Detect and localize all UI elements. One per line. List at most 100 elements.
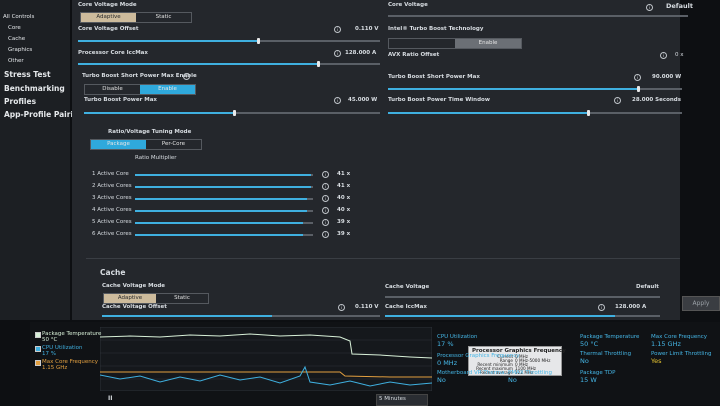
ratio-label: 6 Active Cores xyxy=(92,231,132,237)
info-icon[interactable]: i xyxy=(334,50,341,57)
option[interactable]: Enable xyxy=(455,39,521,48)
nav-item[interactable]: Other xyxy=(8,58,24,64)
option[interactable]: Static xyxy=(155,14,172,20)
legend-value: 50 °C xyxy=(42,337,58,343)
info-icon[interactable]: i xyxy=(660,52,667,59)
settings-panel xyxy=(72,0,680,320)
checkbox[interactable] xyxy=(35,346,41,352)
tooltip-label: Range xyxy=(499,358,513,363)
label: Turbo Boost Power Time Window xyxy=(388,97,490,103)
label: Intel® Turbo Boost Technology xyxy=(388,26,484,32)
slider[interactable] xyxy=(135,234,313,236)
slider[interactable] xyxy=(135,198,313,200)
info-icon[interactable]: i xyxy=(322,231,329,238)
value: 128.000 A xyxy=(615,304,647,310)
stat-label: Package TDP xyxy=(580,370,616,376)
slider[interactable] xyxy=(388,15,688,17)
option[interactable]: Adaptive xyxy=(81,13,136,22)
time-dropdown[interactable]: 5 Minutes xyxy=(376,394,428,406)
slider[interactable] xyxy=(102,315,380,317)
value: 90.000 W xyxy=(652,74,682,80)
tooltip-title: Processor Graphics Frequency xyxy=(472,348,566,354)
stat-value: No xyxy=(580,357,589,365)
value: 0.110 V xyxy=(355,304,379,310)
stat-label: CPU Utilization xyxy=(437,334,478,340)
nav-item[interactable]: Graphics xyxy=(8,47,33,53)
tooltip-label: Recent maximum xyxy=(476,366,513,371)
toggle: Adaptive Static xyxy=(80,12,192,23)
info-icon[interactable]: i xyxy=(322,219,329,226)
ratio-value: 39 x xyxy=(337,219,351,225)
value: 0 x xyxy=(675,52,684,58)
info-icon[interactable]: i xyxy=(338,304,345,311)
checkbox[interactable] xyxy=(35,360,41,366)
tooltip-value: 0 MHz xyxy=(515,354,528,359)
slider[interactable] xyxy=(388,110,682,116)
option[interactable]: Static xyxy=(174,295,190,301)
ratio-value: 40 x xyxy=(337,207,351,213)
label: Ratio Multiplier xyxy=(135,155,177,161)
stat-value: 0 MHz xyxy=(437,359,458,367)
slider[interactable] xyxy=(385,296,660,298)
info-icon[interactable]: i xyxy=(598,304,605,311)
stat-value: No xyxy=(437,376,446,384)
option[interactable]: Enable xyxy=(140,85,195,94)
info-icon[interactable]: i xyxy=(634,74,641,81)
nav-item[interactable]: Core xyxy=(8,25,21,31)
slider[interactable] xyxy=(135,210,313,212)
slider[interactable] xyxy=(78,38,380,44)
toggle: Adaptive Static xyxy=(103,293,209,304)
info-icon[interactable]: i xyxy=(614,97,621,104)
checkbox[interactable] xyxy=(35,332,41,338)
ratio-value: 41 x xyxy=(337,183,351,189)
nav-item[interactable]: Cache xyxy=(8,36,26,42)
slider[interactable] xyxy=(78,61,380,67)
slider[interactable] xyxy=(135,222,313,224)
nav-item[interactable]: App-Profile Pairing xyxy=(4,110,84,119)
info-icon[interactable]: i xyxy=(322,171,329,178)
apply-button[interactable]: Apply xyxy=(682,296,720,311)
value: Default xyxy=(636,284,659,290)
nav-item[interactable]: All Controls xyxy=(3,14,35,20)
slider[interactable] xyxy=(135,174,313,176)
info-icon[interactable]: i xyxy=(334,26,341,33)
option[interactable] xyxy=(389,39,455,48)
label: AVX Ratio Offset xyxy=(388,52,440,58)
ratio-value: 41 x xyxy=(337,171,351,177)
label: Cache Voltage Mode xyxy=(102,283,166,289)
option[interactable]: Package xyxy=(91,140,146,149)
slider-fill xyxy=(135,234,303,236)
stat-label: Power Limit Throttling xyxy=(651,351,712,357)
nav-item[interactable]: Profiles xyxy=(4,97,37,106)
slider[interactable] xyxy=(135,186,313,188)
slider[interactable] xyxy=(84,110,380,116)
info-icon[interactable]: i xyxy=(322,207,329,214)
sidebar: All Controls Core Cache Graphics Other Stress… xyxy=(0,0,84,320)
info-icon[interactable]: i xyxy=(322,195,329,202)
tooltip-value: 122 MHz xyxy=(515,370,534,375)
slider[interactable] xyxy=(388,86,682,92)
ratio-label: 2 Active Cores xyxy=(92,183,132,189)
value: 28.000 Seconds xyxy=(632,97,681,103)
option[interactable]: Per-Core xyxy=(161,141,186,147)
ratio-value: 40 x xyxy=(337,195,351,201)
option[interactable]: Disable xyxy=(102,86,123,92)
slider-fill xyxy=(135,210,307,212)
info-icon[interactable]: i xyxy=(183,73,190,80)
option[interactable]: Adaptive xyxy=(104,294,156,303)
info-icon[interactable]: i xyxy=(646,4,653,11)
pause-button[interactable]: II xyxy=(108,395,113,402)
slider[interactable] xyxy=(385,315,660,317)
ratio-label: 1 Active Core xyxy=(92,171,129,177)
value: Default xyxy=(666,2,693,10)
value: 128.000 A xyxy=(345,50,377,56)
label: Core Voltage Offset xyxy=(78,26,139,32)
nav-item[interactable]: Benchmarking xyxy=(4,84,65,93)
info-icon[interactable]: i xyxy=(322,183,329,190)
nav-item[interactable]: Stress Test xyxy=(4,70,51,79)
label: Turbo Boost Short Power Max xyxy=(388,74,480,80)
legend-label: CPU Utilization xyxy=(42,345,83,351)
label: Processor Core IccMax xyxy=(78,50,148,56)
graph xyxy=(100,327,432,391)
info-icon[interactable]: i xyxy=(334,97,341,104)
